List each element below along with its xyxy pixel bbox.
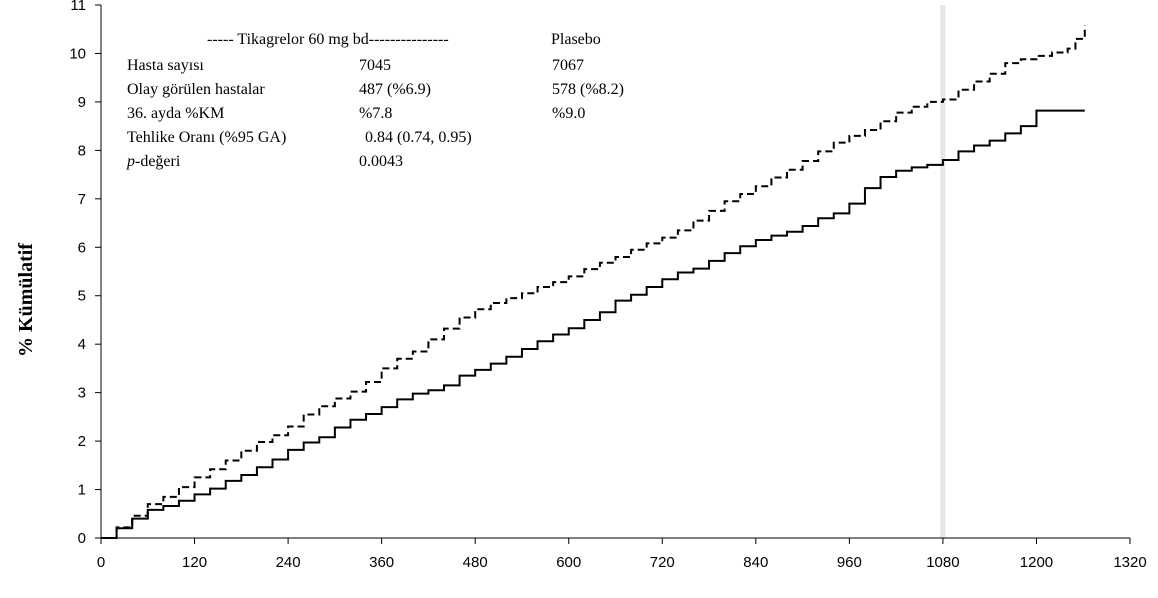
- legend-ticagrelor-value: 0.84 (0.74, 0.95): [365, 129, 472, 146]
- x-tick-label: 240: [276, 554, 301, 571]
- x-tick-label: 120: [182, 554, 207, 571]
- y-tick-label: 1: [78, 482, 86, 499]
- x-tick-label: 0: [97, 554, 105, 571]
- legend-header-placebo: Plasebo: [551, 31, 601, 48]
- y-tick-label: 0: [78, 530, 86, 547]
- legend-row-label: Tehlike Oranı (%95 GA): [127, 129, 286, 146]
- legend-row-label: Hasta sayısı: [127, 57, 204, 74]
- x-tick-label: 1200: [1020, 554, 1053, 571]
- legend-header-ticagrelor: ----- Tikagrelor 60 mg bd---------------: [207, 31, 449, 48]
- placebo-series-line: [101, 25, 1086, 539]
- y-tick-label: 7: [78, 191, 86, 208]
- legend-placebo-value: 578 (%8.2): [552, 81, 624, 98]
- x-tick-label: 600: [556, 554, 581, 571]
- legend-placebo-value: %9.0: [552, 105, 585, 122]
- y-tick-label: 5: [78, 288, 86, 305]
- x-tick-label: 480: [463, 554, 488, 571]
- legend-row-label: Olay görülen hastalar: [127, 81, 265, 98]
- y-tick-label: 3: [78, 385, 86, 402]
- legend-ticagrelor-value: 487 (%6.9): [359, 81, 431, 98]
- y-tick-label: 6: [78, 239, 86, 256]
- y-tick-label: 4: [78, 336, 86, 353]
- legend-ticagrelor-value: 0.0043: [359, 153, 403, 170]
- ticagrelor-series-line: [101, 109, 1085, 539]
- legend-row-label: p-değeri: [126, 153, 181, 170]
- x-tick-label: 960: [837, 554, 862, 571]
- x-tick-label: 1320: [1113, 554, 1146, 571]
- y-tick-label: 10: [69, 45, 86, 62]
- x-tick-label: 720: [650, 554, 675, 571]
- y-tick-label: 8: [78, 142, 86, 159]
- x-tick-label: 840: [743, 554, 768, 571]
- x-tick-label: 360: [369, 554, 394, 571]
- y-tick-label: 2: [78, 433, 86, 450]
- x-tick-label: 1080: [926, 554, 959, 571]
- y-tick-label: 11: [70, 0, 86, 14]
- y-tick-label: 9: [78, 94, 86, 111]
- legend-ticagrelor-value: %7.8: [359, 105, 392, 122]
- y-axis-label: % Kümülatif: [15, 243, 37, 357]
- legend-row-label: 36. ayda %KM: [127, 105, 224, 122]
- legend-placebo-value: 7067: [552, 57, 584, 74]
- legend-ticagrelor-value: 7045: [359, 57, 391, 74]
